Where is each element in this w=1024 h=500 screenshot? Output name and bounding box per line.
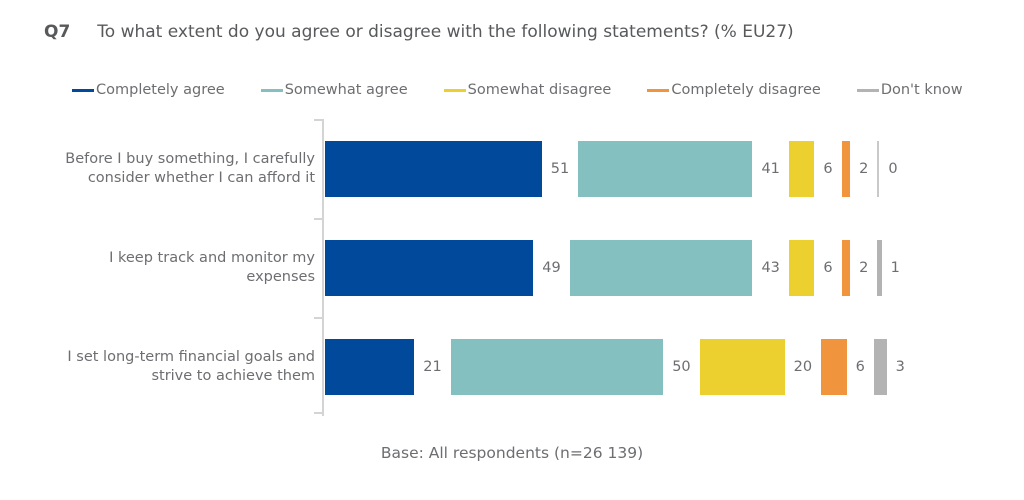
axis-tick (314, 412, 323, 414)
bar-segment[interactable]: 0 (877, 140, 906, 197)
chart-footnote: Base: All respondents (n=26 139) (380, 444, 644, 462)
bar-segment[interactable]: 43 (569, 239, 789, 296)
bar[interactable] (877, 140, 880, 197)
bar-segment[interactable]: 6 (788, 239, 842, 296)
category-label: I keep track and monitor my expenses (109, 249, 315, 285)
bar-value-label: 0 (888, 160, 898, 177)
bar-segment[interactable]: 51 (325, 140, 578, 197)
legend-item[interactable]: Somewhat disagree (443, 82, 612, 98)
bar-segment[interactable]: 50 (450, 338, 700, 395)
legend-swatch-icon (647, 88, 670, 92)
bar-value-label: 41 (761, 160, 780, 177)
chart-legend: Completely agree Somewhat agree Somewhat d… (72, 82, 963, 98)
legend-item[interactable]: Completely disagree (647, 82, 821, 98)
legend-swatch-icon (72, 88, 94, 92)
row-bar-group: 21 50 20 6 3 (325, 317, 914, 416)
bar-segment[interactable]: 49 (325, 239, 570, 296)
bar[interactable] (841, 140, 851, 197)
legend-label: Completely disagree (671, 82, 821, 98)
bar-segment[interactable]: 2 (841, 239, 878, 296)
bar-value-label: 20 (793, 358, 813, 375)
bar-segment[interactable]: 1 (877, 239, 908, 296)
question-text: To what extent do you agree or disagree … (97, 22, 794, 42)
bar[interactable] (841, 239, 851, 296)
axis-tick (314, 218, 323, 220)
bar-value-label: 6 (855, 358, 865, 375)
chart-row: I set long-term financial goals and stri… (0, 317, 1024, 416)
axis-tick (314, 317, 323, 319)
row-bar-group: 51 41 6 2 0 (325, 119, 907, 218)
legend-swatch-icon (856, 88, 879, 92)
bar-segment[interactable]: 20 (699, 338, 821, 395)
bar[interactable] (788, 140, 815, 197)
bar-segment[interactable]: 2 (841, 140, 878, 197)
category-label: Before I buy something, I carefully cons… (65, 150, 315, 186)
bar-value-label: 6 (823, 160, 833, 177)
bar-segment[interactable]: 6 (788, 140, 842, 197)
legend-item[interactable]: Somewhat agree (260, 82, 408, 98)
bar-value-label: 2 (859, 259, 869, 276)
legend-label: Don't know (880, 82, 963, 98)
bar[interactable] (578, 140, 753, 197)
bar-segment[interactable]: 6 (821, 338, 874, 395)
bar-value-label: 49 (542, 259, 561, 276)
bar-value-label: 1 (890, 259, 900, 276)
chart-row: I keep track and monitor my expenses 49 43… (0, 218, 1024, 317)
legend-label: Somewhat disagree (467, 82, 612, 98)
bar[interactable] (821, 338, 847, 395)
bar-value-label: 51 (550, 160, 570, 177)
bar-value-label: 21 (423, 358, 442, 375)
bar-value-label: 6 (823, 259, 833, 276)
bar[interactable] (325, 338, 415, 395)
chart-plot-area: Before I buy something, I carefully cons… (0, 115, 1024, 420)
category-label: I set long-term financial goals and stri… (67, 348, 315, 384)
value-axis-line (322, 119, 324, 416)
legend-item[interactable]: Completely agree (72, 82, 225, 98)
question-code: Q7 (44, 22, 71, 42)
axis-tick (314, 119, 323, 121)
legend-label: Somewhat agree (284, 82, 408, 98)
row-bar-group: 49 43 6 2 1 (325, 218, 909, 317)
bar[interactable] (450, 338, 664, 395)
bar[interactable] (873, 338, 887, 395)
bar-value-label: 3 (895, 358, 905, 375)
bar[interactable] (699, 338, 785, 395)
bar-segment[interactable]: 3 (873, 338, 914, 395)
page-title: Q7 To what extent do you agree or disagr… (44, 22, 794, 42)
bar-value-label: 50 (672, 358, 691, 375)
bar[interactable] (569, 239, 753, 296)
bar[interactable] (877, 239, 882, 296)
bar-value-label: 43 (761, 259, 780, 276)
legend-item[interactable]: Don't know (856, 82, 963, 98)
bar[interactable] (325, 239, 534, 296)
bar[interactable] (788, 239, 815, 296)
bar-value-label: 2 (859, 160, 869, 177)
bar-segment[interactable]: 41 (578, 140, 789, 197)
legend-swatch-icon (443, 88, 466, 92)
bar-segment[interactable]: 21 (325, 338, 451, 395)
chart-row: Before I buy something, I carefully cons… (0, 119, 1024, 218)
bar[interactable] (325, 140, 542, 197)
legend-label: Completely agree (96, 82, 225, 98)
legend-swatch-icon (260, 88, 283, 92)
